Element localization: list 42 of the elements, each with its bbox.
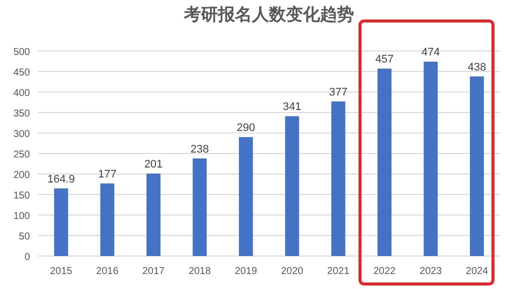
y-tick-label: 150 — [13, 190, 30, 202]
x-tick-label: 2023 — [420, 266, 442, 277]
data-label: 438 — [468, 61, 486, 74]
data-label: 177 — [98, 168, 116, 180]
bar — [192, 158, 207, 256]
y-tick-label: 300 — [13, 129, 30, 140]
y-tick-label: 250 — [13, 150, 30, 160]
bar — [378, 68, 392, 256]
x-tick-label: 2017 — [142, 266, 166, 277]
y-tick-label: 50 — [18, 232, 30, 242]
data-label: 201 — [144, 158, 163, 171]
data-label: 377 — [329, 86, 348, 98]
x-tick-label: 2016 — [96, 266, 119, 277]
bar — [54, 188, 68, 256]
x-tick-label: 2018 — [188, 266, 212, 277]
data-label: 341 — [282, 101, 302, 114]
bar — [146, 174, 160, 256]
x-tick-label: 2020 — [280, 266, 304, 277]
x-tick-label: 2021 — [327, 266, 350, 277]
x-tick-label: 2022 — [373, 266, 396, 277]
data-label: 164.9 — [47, 173, 75, 186]
bar — [470, 76, 484, 256]
data-label: 474 — [422, 46, 440, 59]
x-tick-label: 2019 — [234, 266, 258, 277]
data-label: 238 — [190, 143, 209, 156]
bar — [238, 137, 253, 256]
y-tick-label: 400 — [13, 88, 30, 99]
y-tick-label: 450 — [13, 68, 30, 78]
x-tick-label: 2015 — [50, 266, 73, 277]
y-tick-label: 200 — [13, 170, 30, 181]
y-tick-label: 100 — [13, 211, 30, 222]
bar — [100, 183, 114, 256]
y-tick-label: 350 — [13, 108, 30, 120]
data-label: 290 — [236, 122, 256, 134]
bar — [331, 101, 346, 256]
y-tick-label: 0 — [24, 252, 30, 263]
bar — [424, 62, 438, 256]
chart-title: 考研报名人数变化趋势 — [183, 5, 354, 25]
bar — [285, 116, 300, 256]
x-tick-label: 2024 — [466, 266, 488, 277]
y-tick-label: 500 — [13, 47, 30, 58]
data-label: 457 — [375, 54, 394, 66]
